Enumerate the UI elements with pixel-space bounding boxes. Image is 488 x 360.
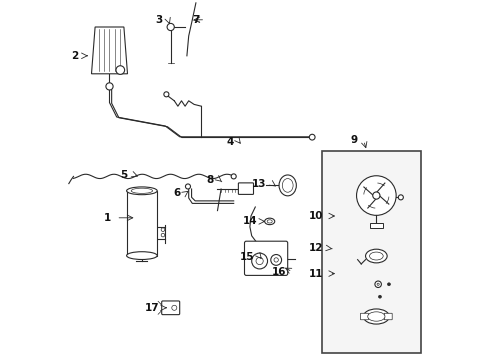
Bar bbox=[321, 151, 420, 353]
Ellipse shape bbox=[369, 252, 383, 260]
Ellipse shape bbox=[126, 187, 157, 195]
Text: 8: 8 bbox=[206, 175, 213, 185]
Ellipse shape bbox=[367, 312, 384, 321]
Ellipse shape bbox=[266, 220, 272, 223]
Text: 4: 4 bbox=[226, 137, 233, 147]
Text: 9: 9 bbox=[350, 135, 357, 145]
Text: 7: 7 bbox=[192, 15, 199, 25]
Text: 17: 17 bbox=[145, 303, 160, 313]
Circle shape bbox=[309, 134, 314, 140]
Ellipse shape bbox=[171, 305, 177, 310]
Polygon shape bbox=[91, 27, 127, 74]
Circle shape bbox=[116, 66, 124, 75]
Circle shape bbox=[163, 92, 168, 97]
Circle shape bbox=[161, 228, 164, 231]
Circle shape bbox=[378, 295, 381, 298]
Ellipse shape bbox=[363, 309, 388, 324]
Ellipse shape bbox=[365, 249, 386, 263]
Text: 10: 10 bbox=[308, 211, 323, 221]
Circle shape bbox=[106, 83, 113, 90]
Ellipse shape bbox=[131, 188, 152, 193]
Text: 11: 11 bbox=[308, 269, 323, 279]
Text: 6: 6 bbox=[173, 188, 180, 198]
Circle shape bbox=[386, 283, 389, 286]
FancyBboxPatch shape bbox=[244, 241, 287, 275]
Circle shape bbox=[372, 192, 379, 199]
Circle shape bbox=[398, 195, 403, 200]
Circle shape bbox=[273, 258, 278, 262]
Ellipse shape bbox=[264, 218, 274, 225]
FancyBboxPatch shape bbox=[238, 183, 253, 194]
Circle shape bbox=[376, 283, 379, 285]
FancyBboxPatch shape bbox=[360, 313, 367, 320]
Circle shape bbox=[251, 253, 267, 269]
Circle shape bbox=[231, 174, 236, 179]
Bar bbox=[126, 191, 157, 256]
FancyBboxPatch shape bbox=[162, 301, 179, 315]
Circle shape bbox=[270, 255, 281, 265]
Text: 5: 5 bbox=[120, 170, 127, 180]
FancyBboxPatch shape bbox=[384, 313, 391, 320]
Text: 12: 12 bbox=[308, 243, 323, 253]
Text: 16: 16 bbox=[271, 267, 286, 277]
Text: 3: 3 bbox=[155, 15, 162, 25]
Ellipse shape bbox=[279, 175, 296, 196]
Ellipse shape bbox=[282, 179, 292, 192]
Text: 1: 1 bbox=[103, 213, 110, 223]
Text: 14: 14 bbox=[243, 216, 257, 226]
Circle shape bbox=[374, 281, 381, 288]
Text: 15: 15 bbox=[240, 252, 254, 262]
Circle shape bbox=[185, 184, 190, 189]
Ellipse shape bbox=[126, 252, 157, 260]
Circle shape bbox=[161, 233, 164, 237]
Text: 2: 2 bbox=[71, 51, 78, 61]
Text: 13: 13 bbox=[251, 179, 265, 189]
Circle shape bbox=[256, 257, 263, 265]
Circle shape bbox=[356, 176, 395, 215]
Circle shape bbox=[167, 23, 174, 31]
Bar bbox=[369, 222, 382, 228]
